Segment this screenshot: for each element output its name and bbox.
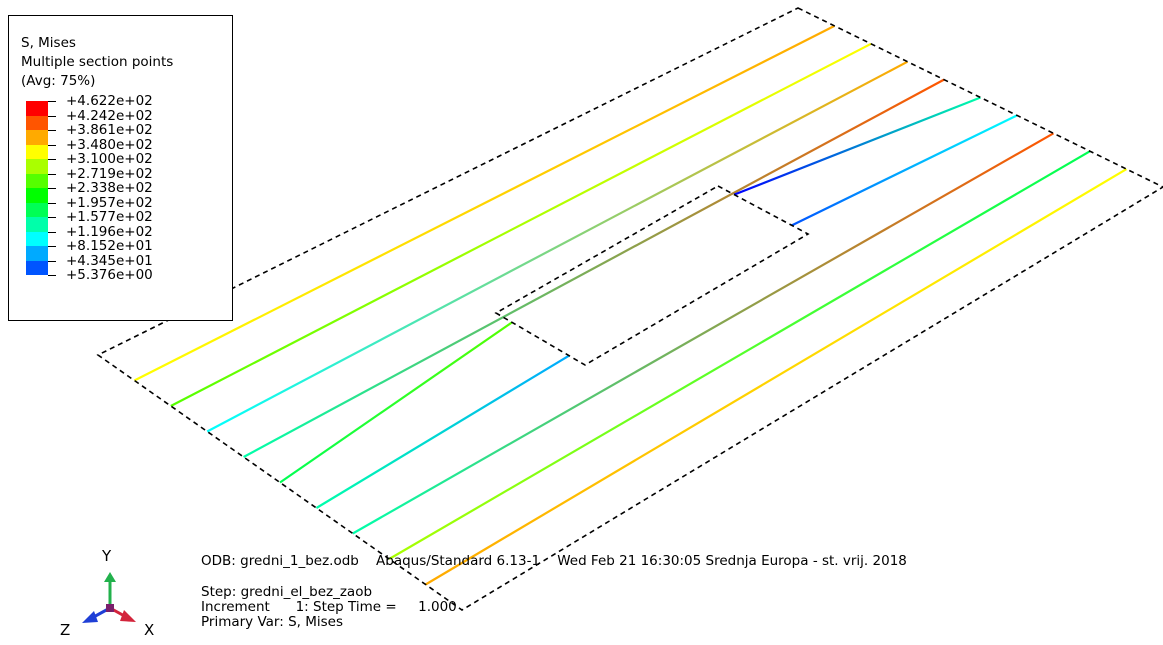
plate-outline <box>98 8 1163 610</box>
increment-info: Increment 1: Step Time = 1.000 <box>201 600 457 615</box>
beam-segment <box>244 80 944 457</box>
triad-y-arrowhead <box>104 572 116 582</box>
odb-info: ODB: gredni_1_bez.odb Abaqus/Standard 6.… <box>201 554 907 569</box>
legend-subtitle: Multiple section points <box>21 54 173 70</box>
legend-tick <box>48 232 56 233</box>
legend-tick <box>48 203 56 204</box>
contour-legend[interactable]: S, Mises Multiple section points (Avg: 7… <box>8 15 233 321</box>
beam-segment <box>734 98 980 195</box>
legend-level-label: +2.719e+02 <box>66 167 153 181</box>
legend-swatch <box>26 261 48 276</box>
legend-swatch <box>26 145 48 160</box>
triad-y-label: Y <box>102 548 111 564</box>
legend-swatch <box>26 116 48 131</box>
triad-x-label: X <box>144 622 154 638</box>
legend-swatch <box>26 203 48 218</box>
legend-level-label: +2.338e+02 <box>66 181 153 195</box>
legend-tick <box>48 159 56 160</box>
triad-x-arrowhead <box>120 610 136 622</box>
legend-swatch <box>26 130 48 145</box>
legend-level-label: +8.152e+01 <box>66 239 153 253</box>
step-info: Step: gredni_el_bez_zaob <box>201 585 372 600</box>
legend-swatch <box>26 246 48 261</box>
primary-var-info: Primary Var: S, Mises <box>201 615 343 630</box>
triad-origin <box>106 604 114 612</box>
legend-swatch <box>26 101 48 116</box>
legend-tick <box>48 116 56 117</box>
legend-level-label: +3.861e+02 <box>66 123 153 137</box>
beam-segment <box>353 133 1054 533</box>
legend-swatch <box>26 188 48 203</box>
legend-tick <box>48 261 56 262</box>
beam-segment <box>426 169 1127 584</box>
beam-elements <box>134 26 1126 585</box>
beam-segment <box>389 151 1090 559</box>
legend-tick <box>48 246 56 247</box>
legend-tick <box>48 217 56 218</box>
triad-z-arrowhead <box>82 611 98 623</box>
legend-swatch <box>26 217 48 232</box>
legend-level-label: +1.196e+02 <box>66 225 153 239</box>
legend-level-label: +5.376e+00 <box>66 268 153 282</box>
legend-tick <box>48 101 56 102</box>
triad-z-label: Z <box>60 622 70 638</box>
legend-level-label: +4.622e+02 <box>66 94 153 108</box>
legend-variable: S, Mises <box>21 35 76 51</box>
coordinate-triad <box>82 572 136 623</box>
beam-segment <box>171 44 871 406</box>
beam-segment <box>280 322 512 482</box>
legend-swatch <box>26 159 48 174</box>
legend-level-label: +3.480e+02 <box>66 138 153 152</box>
legend-swatch <box>26 232 48 247</box>
legend-level-label: +4.242e+02 <box>66 109 153 123</box>
legend-tick <box>48 275 56 276</box>
legend-level-label: +4.345e+01 <box>66 254 153 268</box>
legend-level-label: +1.577e+02 <box>66 210 153 224</box>
legend-tick <box>48 174 56 175</box>
beam-segment <box>792 115 1017 225</box>
legend-tick <box>48 145 56 146</box>
legend-swatch <box>26 174 48 189</box>
legend-tick <box>48 188 56 189</box>
legend-tick <box>48 130 56 131</box>
legend-averaging: (Avg: 75%) <box>21 73 95 89</box>
legend-level-label: +1.957e+02 <box>66 196 153 210</box>
legend-level-label: +3.100e+02 <box>66 152 153 166</box>
beam-segment <box>207 62 907 432</box>
